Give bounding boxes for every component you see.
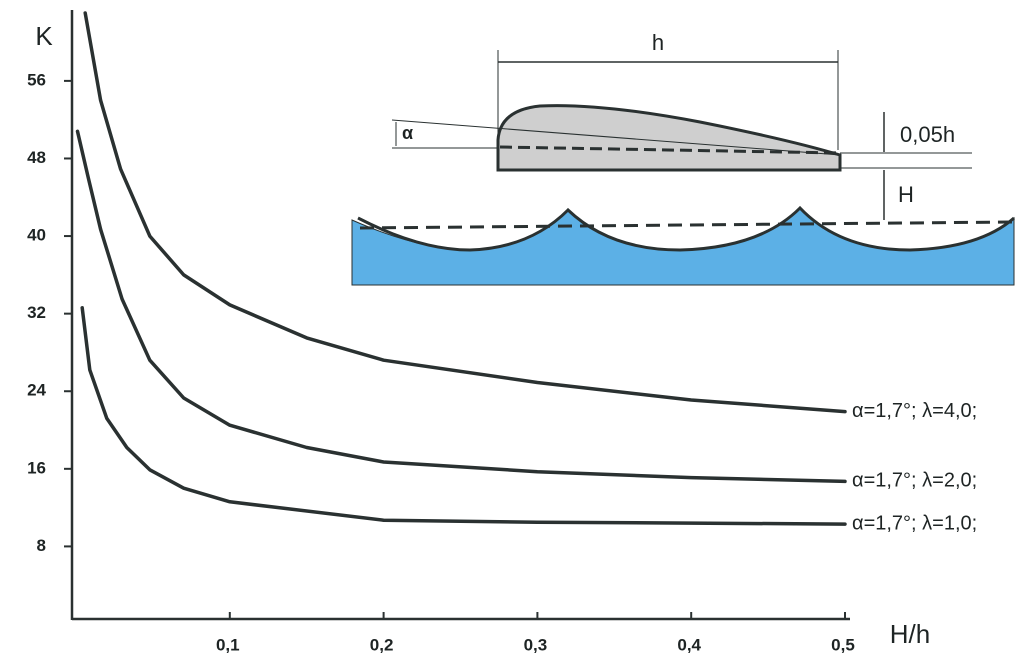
series-label: α=1,7°; λ=2,0; (852, 470, 977, 492)
y-tick-label: 48 (27, 148, 46, 167)
series-label: α=1,7°; λ=4,0; (852, 400, 977, 422)
x-tick-label: 0,2 (370, 635, 394, 654)
annotation: h (652, 30, 664, 55)
x-axis-label: H/h (890, 619, 930, 649)
series-line (82, 308, 845, 524)
y-axis-label: K (35, 21, 53, 51)
annotation: 0,05h (900, 122, 955, 147)
series-label: α=1,7°; λ=1,0; (852, 512, 977, 534)
x-tick-label: 0,3 (524, 635, 548, 654)
airfoil (498, 106, 840, 170)
mean-water-line (360, 222, 1014, 228)
x-tick-label: 0,1 (216, 635, 240, 654)
y-tick-label: 32 (27, 303, 46, 322)
series-line (85, 13, 845, 412)
chart: h α 0,05h H K H/h 8 16 24 32 40 48 56 0,1 0,2 0,3… (0, 0, 1024, 668)
wave (358, 208, 1014, 250)
series-line (78, 131, 846, 481)
annotation: α (402, 123, 413, 143)
diagram: h α 0,05h H (352, 30, 1014, 285)
x-tick-label: 0,5 (831, 635, 855, 654)
y-tick-label: 8 (37, 536, 46, 555)
x-tick-label: 0,4 (677, 635, 701, 654)
y-tick-label: 56 (27, 70, 46, 89)
annotation: H (898, 182, 914, 207)
y-tick-label: 16 (27, 458, 46, 477)
y-tick-label: 24 (27, 381, 46, 400)
y-tick-label: 40 (27, 226, 46, 245)
water (352, 208, 1014, 285)
